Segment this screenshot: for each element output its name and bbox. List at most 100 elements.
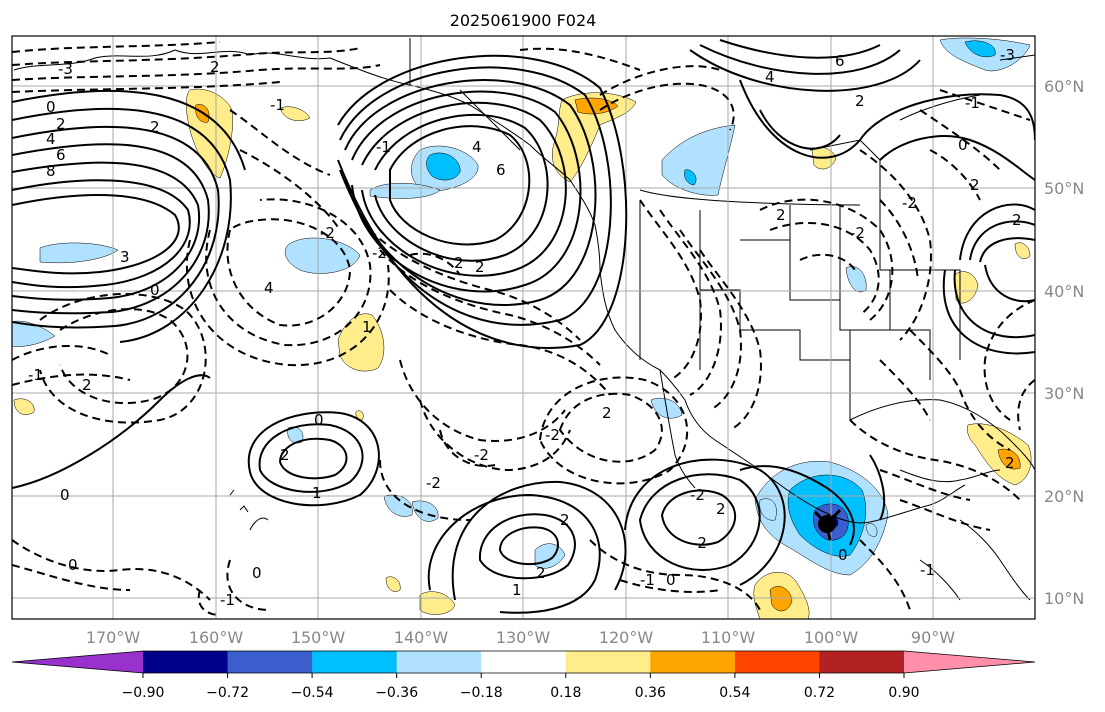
contour-label: 2	[56, 115, 66, 133]
contour-label: 4	[264, 279, 274, 297]
map-panel: -3 2 0 2 4 6 8 2 0 -1 4 6 2 4 6 2 -2 -2 …	[12, 36, 1035, 619]
storm-center-marker-lines	[813, 508, 842, 541]
contour-label: -2	[320, 224, 335, 242]
colorbar-segment	[734, 651, 820, 673]
colorbar-segment	[227, 651, 313, 673]
colorbar-tick-label: 0.18	[550, 685, 581, 701]
contour-label: -3	[1000, 46, 1015, 64]
colorbar-segment	[650, 651, 736, 673]
contour-label: 6	[835, 52, 845, 70]
contour-label: 2	[454, 254, 464, 272]
contour-label: 0	[666, 571, 676, 589]
colorbar-segment	[565, 651, 651, 673]
colorbar-tick-label: 0.90	[888, 685, 919, 701]
contour-label: -1	[28, 366, 43, 384]
lon-label: 170°W	[86, 628, 141, 647]
colorbar: −0.90 −0.72 −0.54 −0.36 −0.18 0.18 0.36 0.54 0.7…	[11, 650, 1036, 701]
colorbar-tick-label: 0.54	[719, 685, 750, 701]
colorbar-segment	[904, 651, 1035, 673]
contour-label: 4	[472, 138, 482, 156]
contour-label: -2	[850, 224, 865, 242]
colorbar-segment	[396, 651, 482, 673]
colorbar-segment	[481, 651, 567, 673]
contour-label: -3	[58, 60, 73, 78]
contour-label: 8	[46, 162, 56, 180]
contour-label: -2	[372, 244, 387, 262]
colorbar-tick-label: −0.90	[122, 685, 165, 701]
contour-label: 4	[765, 68, 775, 86]
contour-label: 1	[362, 318, 372, 336]
contour-label: 2	[1012, 211, 1022, 229]
lon-label: 150°W	[291, 628, 346, 647]
contour-label: -1	[965, 94, 980, 112]
contour-label: 2	[150, 118, 160, 136]
longitude-axis: 170°W 160°W 150°W 140°W 130°W 120°W 110°…	[86, 628, 955, 647]
contour-label: -1	[220, 591, 235, 609]
contour-label: 1	[312, 484, 322, 502]
contour-label: -2	[545, 426, 560, 444]
latitude-axis: 60°N 50°N 40°N 30°N 20°N 10°N	[1044, 77, 1084, 608]
contour-label: 0	[46, 98, 56, 116]
colorbar-tick-label: −0.18	[460, 685, 503, 701]
map-title: 2025061900 F024	[450, 11, 597, 30]
map-frame	[11, 35, 1036, 620]
negative-contours	[12, 41, 1035, 616]
contour-label: 2	[210, 58, 220, 76]
lon-label: 100°W	[804, 628, 859, 647]
contour-label: 2	[855, 92, 865, 110]
contour-label: 6	[496, 161, 506, 179]
lon-label: 130°W	[496, 628, 551, 647]
contour-label: 0	[958, 136, 968, 154]
colorbar-tick-label: −0.54	[291, 685, 334, 701]
contour-label: 0	[60, 486, 70, 504]
lat-label: 10°N	[1044, 589, 1084, 608]
contour-label: 2	[776, 206, 786, 224]
lon-label: 140°W	[394, 628, 449, 647]
contour-label: -2	[692, 534, 707, 552]
contour-label: 2	[716, 500, 726, 518]
contour-label: 0	[252, 564, 262, 582]
contour-label: 0	[68, 556, 78, 574]
colorbar-tick-label: −0.72	[206, 685, 249, 701]
contour-label: -1	[270, 96, 285, 114]
contour-label: 2	[280, 446, 290, 464]
contour-label: 2	[1005, 454, 1015, 472]
contour-label: -1	[920, 561, 935, 579]
colorbar-tick-label: −0.36	[375, 685, 418, 701]
lat-label: 50°N	[1044, 179, 1084, 198]
contour-label: 2	[560, 511, 570, 529]
contour-label: 2	[475, 258, 485, 276]
contour-label: -1	[376, 138, 391, 156]
contour-label: 2	[536, 564, 546, 582]
contour-label: 6	[56, 146, 66, 164]
contour-label: -2	[690, 486, 705, 504]
colorbar-segment	[819, 651, 905, 673]
lat-label: 60°N	[1044, 77, 1084, 96]
contour-label: 2	[970, 176, 980, 194]
contour-label: 0	[150, 281, 160, 299]
contour-label: 4	[46, 130, 56, 148]
graticule	[12, 36, 1035, 619]
contour-labels: -3 2 0 2 4 6 8 2 0 -1 4 6 2 4 6 2 -2 -2 …	[28, 46, 1022, 609]
contour-label: -1	[640, 571, 655, 589]
contour-label: 0	[314, 411, 324, 429]
contour-label: 2	[82, 376, 92, 394]
lat-label: 40°N	[1044, 282, 1084, 301]
contour-label: 2	[602, 404, 612, 422]
lat-label: 30°N	[1044, 384, 1084, 403]
positive-contours	[12, 39, 1035, 614]
contour-label: -2	[474, 446, 489, 464]
contour-label: -2	[902, 194, 917, 212]
lon-label: 90°W	[911, 628, 955, 647]
contour-label: 0	[838, 546, 848, 564]
lon-label: 120°W	[599, 628, 654, 647]
colorbar-tick-label: 0.72	[804, 685, 835, 701]
lon-label: 110°W	[701, 628, 756, 647]
colorbar-tick-label: 0.36	[635, 685, 666, 701]
lat-label: 20°N	[1044, 487, 1084, 506]
coastline-layer	[13, 38, 1035, 601]
colorbar-segment	[12, 651, 143, 673]
lon-label: 160°W	[189, 628, 244, 647]
contour-label: 3	[120, 248, 130, 266]
